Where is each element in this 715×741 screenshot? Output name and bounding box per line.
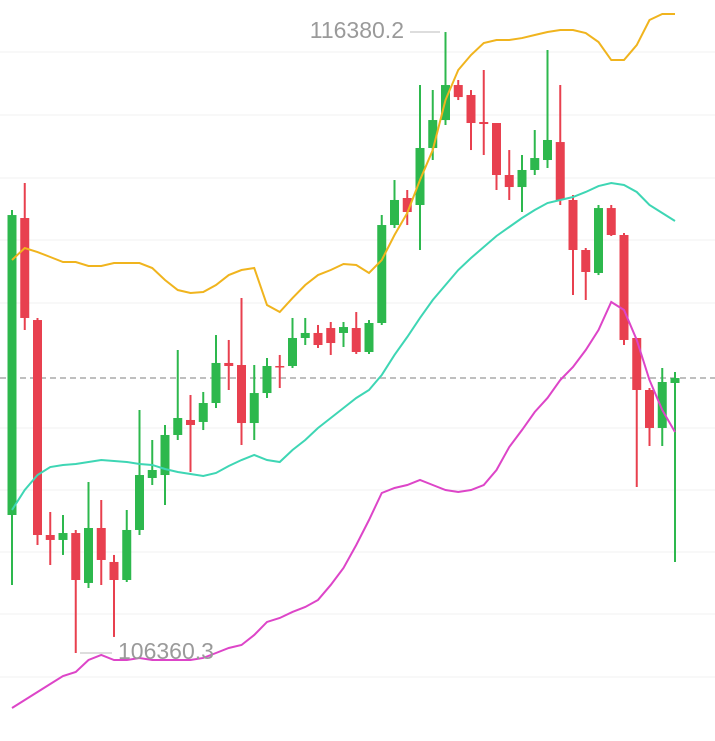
candle-body <box>645 389 654 428</box>
candle-body <box>453 85 463 98</box>
candle-body <box>326 328 336 344</box>
candle-body <box>390 199 399 226</box>
candle-body <box>530 158 540 170</box>
candle-body <box>237 365 246 424</box>
candle-body <box>657 381 667 428</box>
candle-body <box>606 208 616 235</box>
candle-body <box>122 529 132 580</box>
band-line <box>11 181 676 511</box>
candle-body <box>619 234 629 340</box>
candle-body <box>466 95 476 124</box>
candle-body <box>186 419 195 426</box>
band-line <box>11 13 675 314</box>
candle-body <box>198 403 208 422</box>
candle-body <box>479 122 489 125</box>
candle-body <box>313 332 323 345</box>
max-label: 116380.2 <box>310 17 404 43</box>
candle-body <box>351 328 361 353</box>
candle-body <box>275 366 285 368</box>
candle-body <box>428 120 438 148</box>
candle-body <box>7 215 17 515</box>
candle-body <box>364 322 374 353</box>
background-grid <box>0 51 715 678</box>
candle-body <box>262 366 272 394</box>
candle-body <box>160 434 170 476</box>
candle-body <box>504 175 514 188</box>
candle-body <box>300 332 310 338</box>
candle-body <box>71 533 81 580</box>
candle-body <box>249 393 259 424</box>
candle-body <box>45 535 55 540</box>
candle-body <box>670 378 680 383</box>
candle-body <box>492 123 501 176</box>
candle-body <box>58 533 68 540</box>
candle-body <box>33 320 42 536</box>
candle-body <box>84 528 93 583</box>
candle-body <box>173 418 183 435</box>
candle-body <box>543 139 552 161</box>
candle-body <box>20 218 30 318</box>
candle-body <box>377 225 387 323</box>
candle-body <box>147 469 157 478</box>
candle-body <box>109 561 119 580</box>
candle-body <box>555 142 565 200</box>
candle-body <box>224 362 234 367</box>
band-line <box>11 300 676 709</box>
candle-body <box>517 169 527 188</box>
candle-body <box>211 362 221 404</box>
candle-body <box>415 147 425 206</box>
candle-body <box>568 199 578 250</box>
candle-body <box>581 249 591 272</box>
candle-body <box>339 327 348 333</box>
candle-body <box>632 337 642 390</box>
candle-body <box>135 475 144 530</box>
candle-body <box>402 198 412 213</box>
candle-body <box>288 337 297 367</box>
candle-body <box>594 208 603 273</box>
candle-body <box>96 528 106 560</box>
min-label: 106360.3 <box>118 638 214 664</box>
